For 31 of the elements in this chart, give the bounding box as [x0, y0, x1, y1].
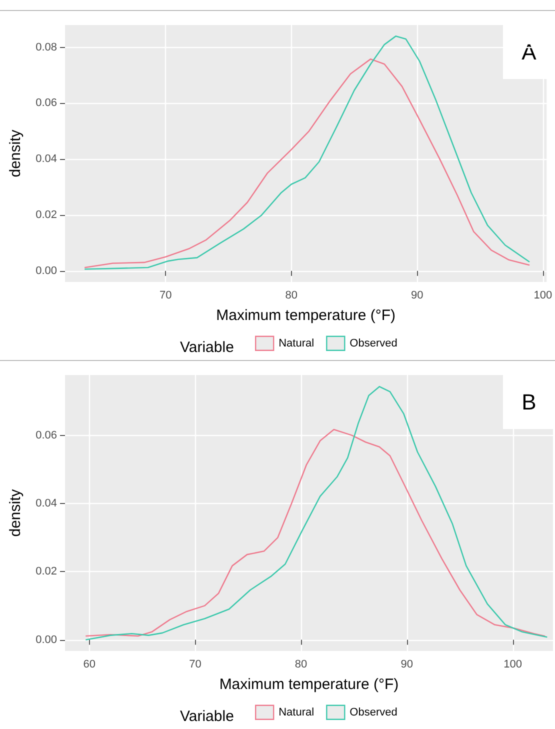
y-tick-label: 0.04 [36, 497, 57, 510]
x-axis-title: Maximum temperature (°F) [216, 307, 396, 324]
y-tick-label: 0.00 [36, 264, 57, 277]
y-tick-label: 0.00 [36, 634, 57, 646]
annotation: B [522, 390, 536, 414]
x-tick-label: 90 [410, 290, 424, 302]
legend-label: Observed [350, 706, 398, 718]
line-series [86, 386, 548, 640]
y-tick-label: 0.06 [36, 97, 57, 110]
x-tick-label: 60 [83, 658, 96, 670]
x-tick-label: 70 [159, 290, 172, 302]
x-tick-label: 90 [400, 658, 414, 670]
y-tick-label: 0.04 [36, 153, 57, 166]
legend-title: Variable [180, 339, 234, 356]
line-series [86, 428, 546, 637]
x-tick-label: 100 [534, 290, 552, 302]
x-tick-label: 70 [189, 658, 202, 670]
legend-label: Natural [278, 706, 314, 718]
x-tick-label: 80 [294, 658, 308, 670]
y-axis-title: density [7, 129, 24, 178]
legend-label: Natural [278, 337, 314, 350]
y-tick-label: 0.08 [36, 41, 57, 54]
x-tick-label: 100 [504, 658, 522, 670]
y-axis-title: density [7, 488, 24, 537]
y-tick-label: 0.06 [36, 429, 57, 442]
y-tick-label: 0.02 [36, 208, 57, 221]
legend-label: Observed [350, 337, 398, 350]
x-axis-title: Maximum temperature (°F) [219, 676, 399, 693]
y-tick-label: 0.02 [36, 566, 57, 578]
legend-title: Variable [180, 708, 234, 725]
x-tick-label: 80 [285, 290, 298, 302]
